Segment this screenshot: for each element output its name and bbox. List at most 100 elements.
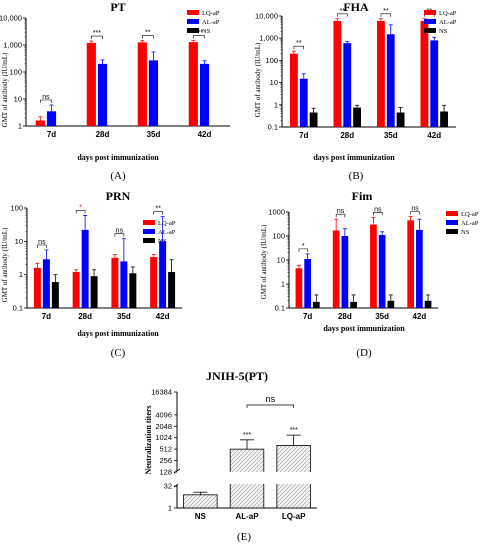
x-tick-label: 42d bbox=[156, 312, 170, 321]
significance-label: ** bbox=[340, 8, 346, 15]
y-tick-label: 1,000 bbox=[259, 34, 278, 43]
significance-label: ** bbox=[383, 8, 389, 15]
legend-label: NS bbox=[202, 28, 211, 35]
bar-ns bbox=[129, 273, 137, 308]
significance-bracket bbox=[373, 212, 383, 216]
bar-al-ap bbox=[199, 63, 210, 126]
significance-bracket bbox=[335, 213, 346, 218]
significance-bracket bbox=[40, 99, 52, 103]
bar-ns bbox=[312, 301, 320, 308]
bar-al-ap bbox=[304, 259, 311, 308]
y-axis-label: Neutralization titers bbox=[144, 405, 153, 474]
significance-label: ns bbox=[116, 228, 124, 235]
legend-label: AL-aP bbox=[158, 229, 176, 236]
chart-title: PT bbox=[110, 0, 125, 14]
bar-lq-ap bbox=[33, 267, 41, 308]
chart-prn: PRN GMT of antibody (IU/mL) days post im… bbox=[1, 189, 182, 359]
bar-lq-ap bbox=[188, 42, 198, 126]
panel-label: (D) bbox=[356, 347, 372, 359]
legend-swatch-lq-ap bbox=[424, 10, 436, 15]
significance-bracket bbox=[293, 45, 305, 50]
legend-label: AL-aP bbox=[439, 19, 457, 26]
bar-al-ap bbox=[148, 60, 159, 126]
bar-ns bbox=[396, 112, 405, 127]
bar-lq-ap bbox=[370, 224, 377, 308]
y-tick-label: 100 bbox=[10, 204, 23, 213]
bar-lq-ap bbox=[420, 20, 429, 128]
y-tick-label: 32 bbox=[164, 482, 172, 491]
bar-lq-ap bbox=[290, 53, 298, 127]
y-tick-label: 100 bbox=[272, 232, 285, 241]
y-tick-label: 10,000 bbox=[255, 12, 278, 21]
bar-lq-ap bbox=[332, 230, 340, 308]
bar-al-ap bbox=[343, 43, 352, 127]
legend-swatch-ns bbox=[446, 229, 458, 234]
significance-label: ns bbox=[411, 205, 419, 212]
legend-label: NS bbox=[158, 238, 167, 245]
y-tick-label: 1 bbox=[168, 504, 172, 513]
comparison-label: ns bbox=[266, 394, 276, 404]
y-tick-label: 1 bbox=[281, 280, 285, 289]
legend-label: AL-aP bbox=[461, 220, 479, 227]
significance-label: ns bbox=[374, 206, 382, 213]
chart-jnih5: JNIH-5(PT) Neutralization titers (E) 1 32… bbox=[144, 369, 318, 543]
y-tick-label: 0.1 bbox=[13, 304, 23, 313]
legend-label: LQ-aP bbox=[439, 10, 457, 17]
significance-bracket bbox=[75, 210, 86, 214]
bar-ns bbox=[309, 112, 318, 127]
significance-label: *** bbox=[243, 432, 251, 439]
bar-al-ap bbox=[430, 40, 439, 127]
x-tick-label: 28d bbox=[340, 131, 354, 140]
significance-bracket bbox=[337, 13, 348, 17]
significance-label: ns bbox=[42, 94, 50, 101]
significance-label: ns bbox=[337, 208, 345, 215]
bar-al-ap bbox=[97, 63, 108, 126]
comparison-bracket bbox=[246, 404, 295, 408]
significance-label: ** bbox=[145, 30, 151, 37]
chart-title: Fim bbox=[352, 189, 373, 203]
x-tick-label: 42d bbox=[427, 131, 441, 140]
y-tick-label: 0.1 bbox=[268, 123, 278, 132]
bar-lq-ap bbox=[86, 42, 96, 126]
bar-al-ap bbox=[378, 235, 386, 308]
bar-al-ap bbox=[341, 236, 349, 308]
x-tick-label: 28d bbox=[78, 312, 92, 321]
x-tick-label: LQ-aP bbox=[282, 512, 306, 521]
y-tick-label: 10 bbox=[277, 256, 285, 265]
y-tick-label: 1 bbox=[274, 100, 278, 109]
legend-swatch-al-ap bbox=[143, 229, 155, 234]
x-tick-label: 42d bbox=[412, 312, 426, 321]
x-tick-label: 7d bbox=[299, 131, 308, 140]
bar-ns bbox=[350, 301, 357, 308]
bar-lq-ap bbox=[407, 220, 415, 308]
x-tick-label: NS bbox=[195, 512, 207, 521]
significance-bracket bbox=[298, 248, 308, 252]
legend-swatch-lq-ap bbox=[446, 211, 458, 216]
x-tick-label: 28d bbox=[338, 312, 352, 321]
chart-pt: PT GMT of antibody (IU/mL) days post imm… bbox=[0, 0, 230, 182]
legend-swatch-al-ap bbox=[446, 220, 458, 225]
significance-bracket bbox=[410, 211, 420, 215]
significance-label: ns bbox=[38, 239, 46, 246]
bar-al-ap bbox=[46, 111, 57, 126]
y-tick-label: 100 bbox=[265, 56, 278, 65]
x-axis-label: days post immunization bbox=[77, 153, 159, 162]
bar-lq-ap bbox=[72, 272, 80, 308]
significance-label: ** bbox=[296, 40, 302, 47]
panel-label: (B) bbox=[349, 170, 364, 182]
panel-label: (E) bbox=[237, 531, 251, 543]
panel-label: (A) bbox=[110, 170, 126, 182]
y-axis-label: GMT of antibody (IU/mL) bbox=[254, 42, 262, 117]
x-axis-label: days post immunization bbox=[77, 329, 159, 338]
bar-ns bbox=[183, 494, 218, 509]
legend-swatch-lq-ap bbox=[143, 220, 155, 225]
x-axis-label: days post immunization bbox=[323, 324, 405, 333]
bar-al-ap bbox=[120, 261, 128, 308]
y-tick-label: 10 bbox=[15, 237, 23, 246]
y-tick-label: 10 bbox=[14, 95, 22, 104]
y-tick-label: 100 bbox=[9, 68, 22, 77]
legend-swatch-lq-ap bbox=[187, 10, 199, 15]
x-axis-label: days post immunization bbox=[313, 153, 395, 162]
legend-label: LQ-aP bbox=[158, 220, 176, 227]
